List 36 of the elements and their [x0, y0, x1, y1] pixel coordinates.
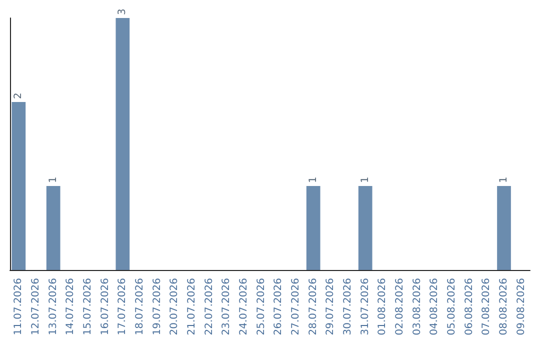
x-tick-label: 27.07.2026 — [290, 278, 302, 336]
data-label: 3 — [117, 8, 128, 15]
x-tick-label: 29.07.2026 — [325, 278, 336, 336]
x-tick-label: 06.08.2026 — [464, 278, 475, 336]
x-tick-label: 31.07.2026 — [360, 278, 371, 336]
x-tick-label: 17.07.2026 — [117, 278, 128, 336]
data-label: 1 — [308, 176, 319, 183]
x-tick-label: 09.08.2026 — [516, 278, 527, 336]
x-tick-label: 18.07.2026 — [134, 278, 146, 336]
x-tick-label: 23.07.2026 — [221, 278, 232, 336]
data-label: 1 — [498, 176, 510, 183]
x-tick-label: 01.08.2026 — [377, 278, 388, 336]
x-tick-label: 12.07.2026 — [30, 278, 42, 336]
x-tick-label: 05.08.2026 — [446, 278, 458, 336]
x-tick-label: 16.07.2026 — [100, 278, 111, 336]
x-tick-label: 21.07.2026 — [186, 278, 198, 336]
data-label: 1 — [48, 176, 59, 183]
x-tick-label: 22.07.2026 — [204, 278, 215, 336]
x-tick-label: 14.07.2026 — [65, 278, 76, 336]
x-tick-label: 28.07.2026 — [308, 278, 319, 336]
x-tick-label: 07.08.2026 — [481, 278, 492, 336]
x-tick-label: 20.07.2026 — [169, 278, 180, 336]
x-tick-label: 25.07.2026 — [256, 278, 267, 336]
x-tick-label: 24.07.2026 — [238, 278, 250, 336]
x-tick-label: 08.08.2026 — [498, 278, 510, 336]
data-label: 1 — [360, 176, 371, 183]
x-tick-label: 02.08.2026 — [394, 278, 406, 336]
x-tick-label: 03.08.2026 — [412, 278, 423, 336]
x-tick-label: 26.07.2026 — [273, 278, 284, 336]
x-tick-label: 19.07.2026 — [152, 278, 163, 336]
x-tick-label: 13.07.2026 — [48, 278, 59, 336]
x-tick-label: 15.07.2026 — [82, 278, 94, 336]
data-label: 2 — [13, 92, 24, 99]
x-tick-label: 11.07.2026 — [13, 278, 24, 336]
x-tick-label: 04.08.2026 — [429, 278, 440, 336]
x-tick-label: 30.07.2026 — [342, 278, 354, 336]
